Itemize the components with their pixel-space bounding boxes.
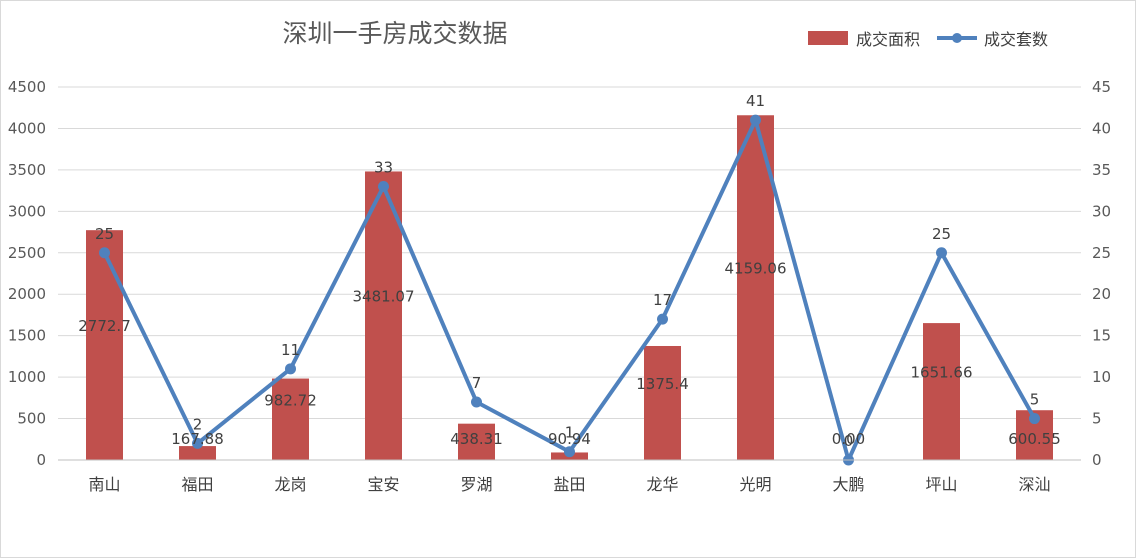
x-tick-label: 深汕 (1018, 475, 1050, 494)
bar-value-label: 982.72 (264, 391, 317, 409)
bar-value-label: 1375.4 (636, 375, 689, 393)
line-value-label: 25 (932, 225, 951, 243)
legend: 成交面积 成交套数 (808, 30, 1048, 49)
line-value-label: 1 (565, 424, 575, 442)
right-y-tick-label: 0 (1092, 451, 1102, 469)
bar-value-label: 2772.7 (78, 317, 131, 335)
axes: 0500100015002000250030003500400045000510… (8, 78, 1111, 494)
data-labels: 2772.7 167.88 982.72 3481.07 438.31 90.94 1375… (78, 92, 1061, 450)
x-tick-label: 龙岗 (274, 475, 306, 494)
line-point (750, 114, 761, 126)
left-y-tick-label: 3500 (8, 161, 46, 179)
line-value-label: 11 (281, 341, 300, 359)
left-y-tick-label: 0 (36, 451, 46, 469)
line-value-label: 25 (95, 225, 114, 243)
line-point (285, 363, 296, 375)
x-tick-label: 光明 (739, 475, 771, 494)
right-y-tick-label: 35 (1092, 161, 1111, 179)
right-y-tick-label: 40 (1092, 119, 1111, 137)
x-tick-label: 坪山 (925, 475, 957, 494)
bar-value-label: 4159.06 (724, 260, 786, 278)
right-y-tick-label: 45 (1092, 78, 1111, 96)
x-tick-label: 龙华 (646, 475, 678, 494)
line-value-label: 7 (472, 374, 482, 392)
legend-line-marker (952, 33, 962, 43)
line-point (471, 396, 482, 408)
line-value-label: 0 (844, 432, 854, 450)
left-y-tick-label: 2000 (8, 285, 46, 303)
x-tick-label: 罗湖 (460, 475, 492, 494)
right-y-tick-label: 30 (1092, 202, 1111, 220)
right-y-tick-label: 10 (1092, 368, 1111, 386)
legend-bar-swatch (808, 31, 848, 45)
line-point (192, 437, 203, 449)
line-point (1029, 413, 1040, 425)
bar (923, 323, 960, 460)
bar-value-label: 90.94 (548, 430, 591, 448)
x-tick-label: 宝安 (367, 475, 399, 494)
line-point (657, 313, 668, 325)
bar (179, 446, 216, 460)
line-value-label: 2 (193, 415, 203, 433)
bar-value-label: 1651.66 (910, 364, 972, 382)
bar-value-label: 0.00 (832, 430, 865, 448)
left-y-tick-label: 1500 (8, 327, 46, 345)
bar-value-label: 438.31 (450, 430, 503, 448)
bar (644, 345, 681, 460)
bar-value-label: 167.88 (171, 430, 224, 448)
line-point (378, 180, 389, 192)
bar (272, 378, 309, 460)
line-point (564, 446, 575, 458)
line-value-label: 5 (1030, 391, 1040, 409)
line-point (936, 247, 947, 259)
x-tick-label: 南山 (88, 475, 120, 494)
line-value-label: 17 (653, 291, 672, 309)
line-value-label: 33 (374, 158, 393, 176)
x-tick-label: 盐田 (553, 475, 585, 494)
left-y-tick-label: 1000 (8, 368, 46, 386)
left-y-tick-label: 3000 (8, 202, 46, 220)
chart-title: 深圳一手房成交数据 (282, 19, 507, 48)
right-y-tick-label: 5 (1092, 410, 1102, 428)
legend-line-label: 成交套数 (984, 30, 1048, 49)
left-y-tick-label: 4500 (8, 78, 46, 96)
right-y-tick-label: 15 (1092, 327, 1111, 345)
bar (86, 230, 123, 460)
legend-bar-label: 成交面积 (856, 30, 920, 49)
bar-series (86, 115, 1053, 461)
left-y-tick-label: 4000 (8, 119, 46, 137)
line-series (99, 114, 1040, 466)
left-y-tick-label: 2500 (8, 244, 46, 262)
line-point (99, 247, 110, 259)
bar-value-label: 3481.07 (352, 288, 414, 306)
x-tick-label: 福田 (181, 475, 213, 494)
left-y-tick-label: 500 (17, 410, 46, 428)
line-path (102, 118, 1037, 462)
bar-value-label: 600.55 (1008, 430, 1061, 448)
line-value-label: 41 (746, 92, 765, 110)
x-tick-label: 大鹏 (832, 475, 864, 494)
right-y-tick-label: 25 (1092, 244, 1111, 262)
right-y-tick-label: 20 (1092, 285, 1111, 303)
bar (458, 423, 495, 460)
